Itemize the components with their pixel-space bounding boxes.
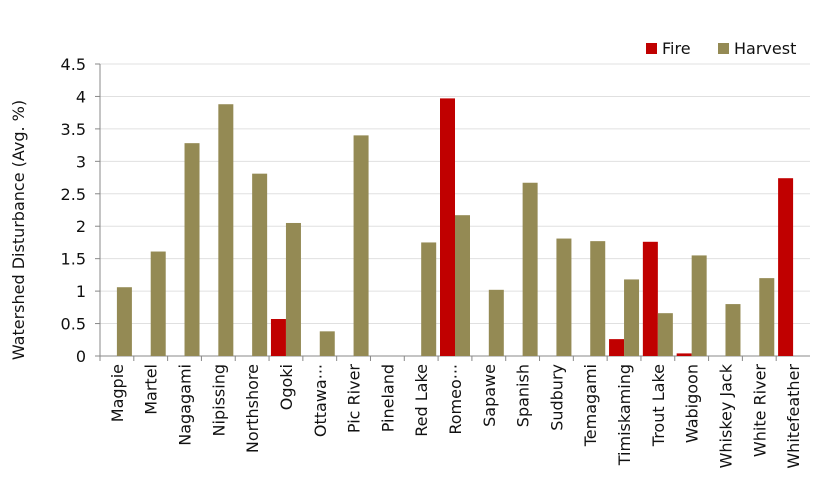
bar	[778, 178, 794, 356]
y-tick-label: 4.5	[61, 55, 86, 74]
bar	[488, 289, 504, 356]
bar	[150, 251, 166, 356]
y-tick-label: 2.5	[61, 185, 86, 204]
y-tick-label: 1	[76, 282, 86, 301]
x-tick-label: Magpie	[108, 364, 127, 422]
y-tick-label: 3	[76, 152, 86, 171]
x-tick-label: Sapawe	[480, 364, 499, 427]
bar	[285, 222, 301, 356]
bar	[319, 331, 335, 356]
bar	[725, 304, 741, 356]
x-tick-label: Spanish	[514, 364, 533, 427]
x-tick-label: White River	[750, 364, 769, 457]
bar	[657, 313, 673, 356]
x-tick-label: Whitefeather	[784, 364, 803, 469]
legend-label: Fire	[662, 39, 691, 58]
x-tick-label: Northshore	[243, 364, 262, 453]
x-tick-label: Sudbury	[547, 364, 566, 431]
x-tick-label: Timiskaming	[615, 364, 634, 466]
bar	[353, 135, 369, 356]
y-tick-label: 2	[76, 217, 86, 236]
x-tick-label: Ottawa···	[311, 364, 330, 437]
bar	[184, 143, 200, 356]
y-tick-label: 1.5	[61, 250, 86, 269]
x-tick-label: Romeo···	[446, 364, 465, 435]
x-tick-label: Trout Lake	[649, 364, 668, 447]
bar	[609, 339, 625, 356]
legend-label: Harvest	[734, 39, 796, 58]
bar	[270, 319, 286, 356]
bar	[624, 279, 640, 356]
bar	[522, 182, 538, 356]
bar	[691, 255, 707, 356]
bar	[252, 173, 268, 356]
bar	[455, 215, 470, 356]
x-tick-label: Red Lake	[412, 364, 431, 437]
x-tick-label: Nagagami	[176, 364, 195, 446]
bar	[556, 238, 572, 356]
bar	[440, 98, 455, 356]
y-tick-label: 0	[76, 347, 86, 366]
x-tick-label: Pineland	[378, 364, 397, 432]
bar	[421, 242, 437, 356]
y-axis-title: Watershed Disturbance (Avg. %)	[9, 100, 28, 360]
bar	[590, 241, 606, 356]
bar	[116, 287, 132, 356]
x-tick-label: Martel	[142, 364, 161, 415]
x-tick-label: Pic River	[345, 364, 364, 434]
legend-swatch	[718, 43, 729, 54]
x-tick-label: Nipissing	[209, 364, 228, 436]
bar	[218, 104, 234, 356]
legend-swatch	[646, 43, 657, 54]
bar	[676, 353, 692, 356]
x-tick-label: Temagami	[581, 364, 600, 447]
x-tick-label: Wabigoon	[683, 364, 702, 443]
y-tick-label: 4	[76, 87, 86, 106]
x-tick-label: Ogoki	[277, 364, 296, 410]
y-tick-label: 3.5	[61, 120, 86, 139]
y-tick-label: 0.5	[61, 315, 86, 334]
bar	[642, 241, 658, 356]
bar	[759, 278, 775, 356]
x-tick-label: Whiskey Jack	[716, 363, 735, 468]
